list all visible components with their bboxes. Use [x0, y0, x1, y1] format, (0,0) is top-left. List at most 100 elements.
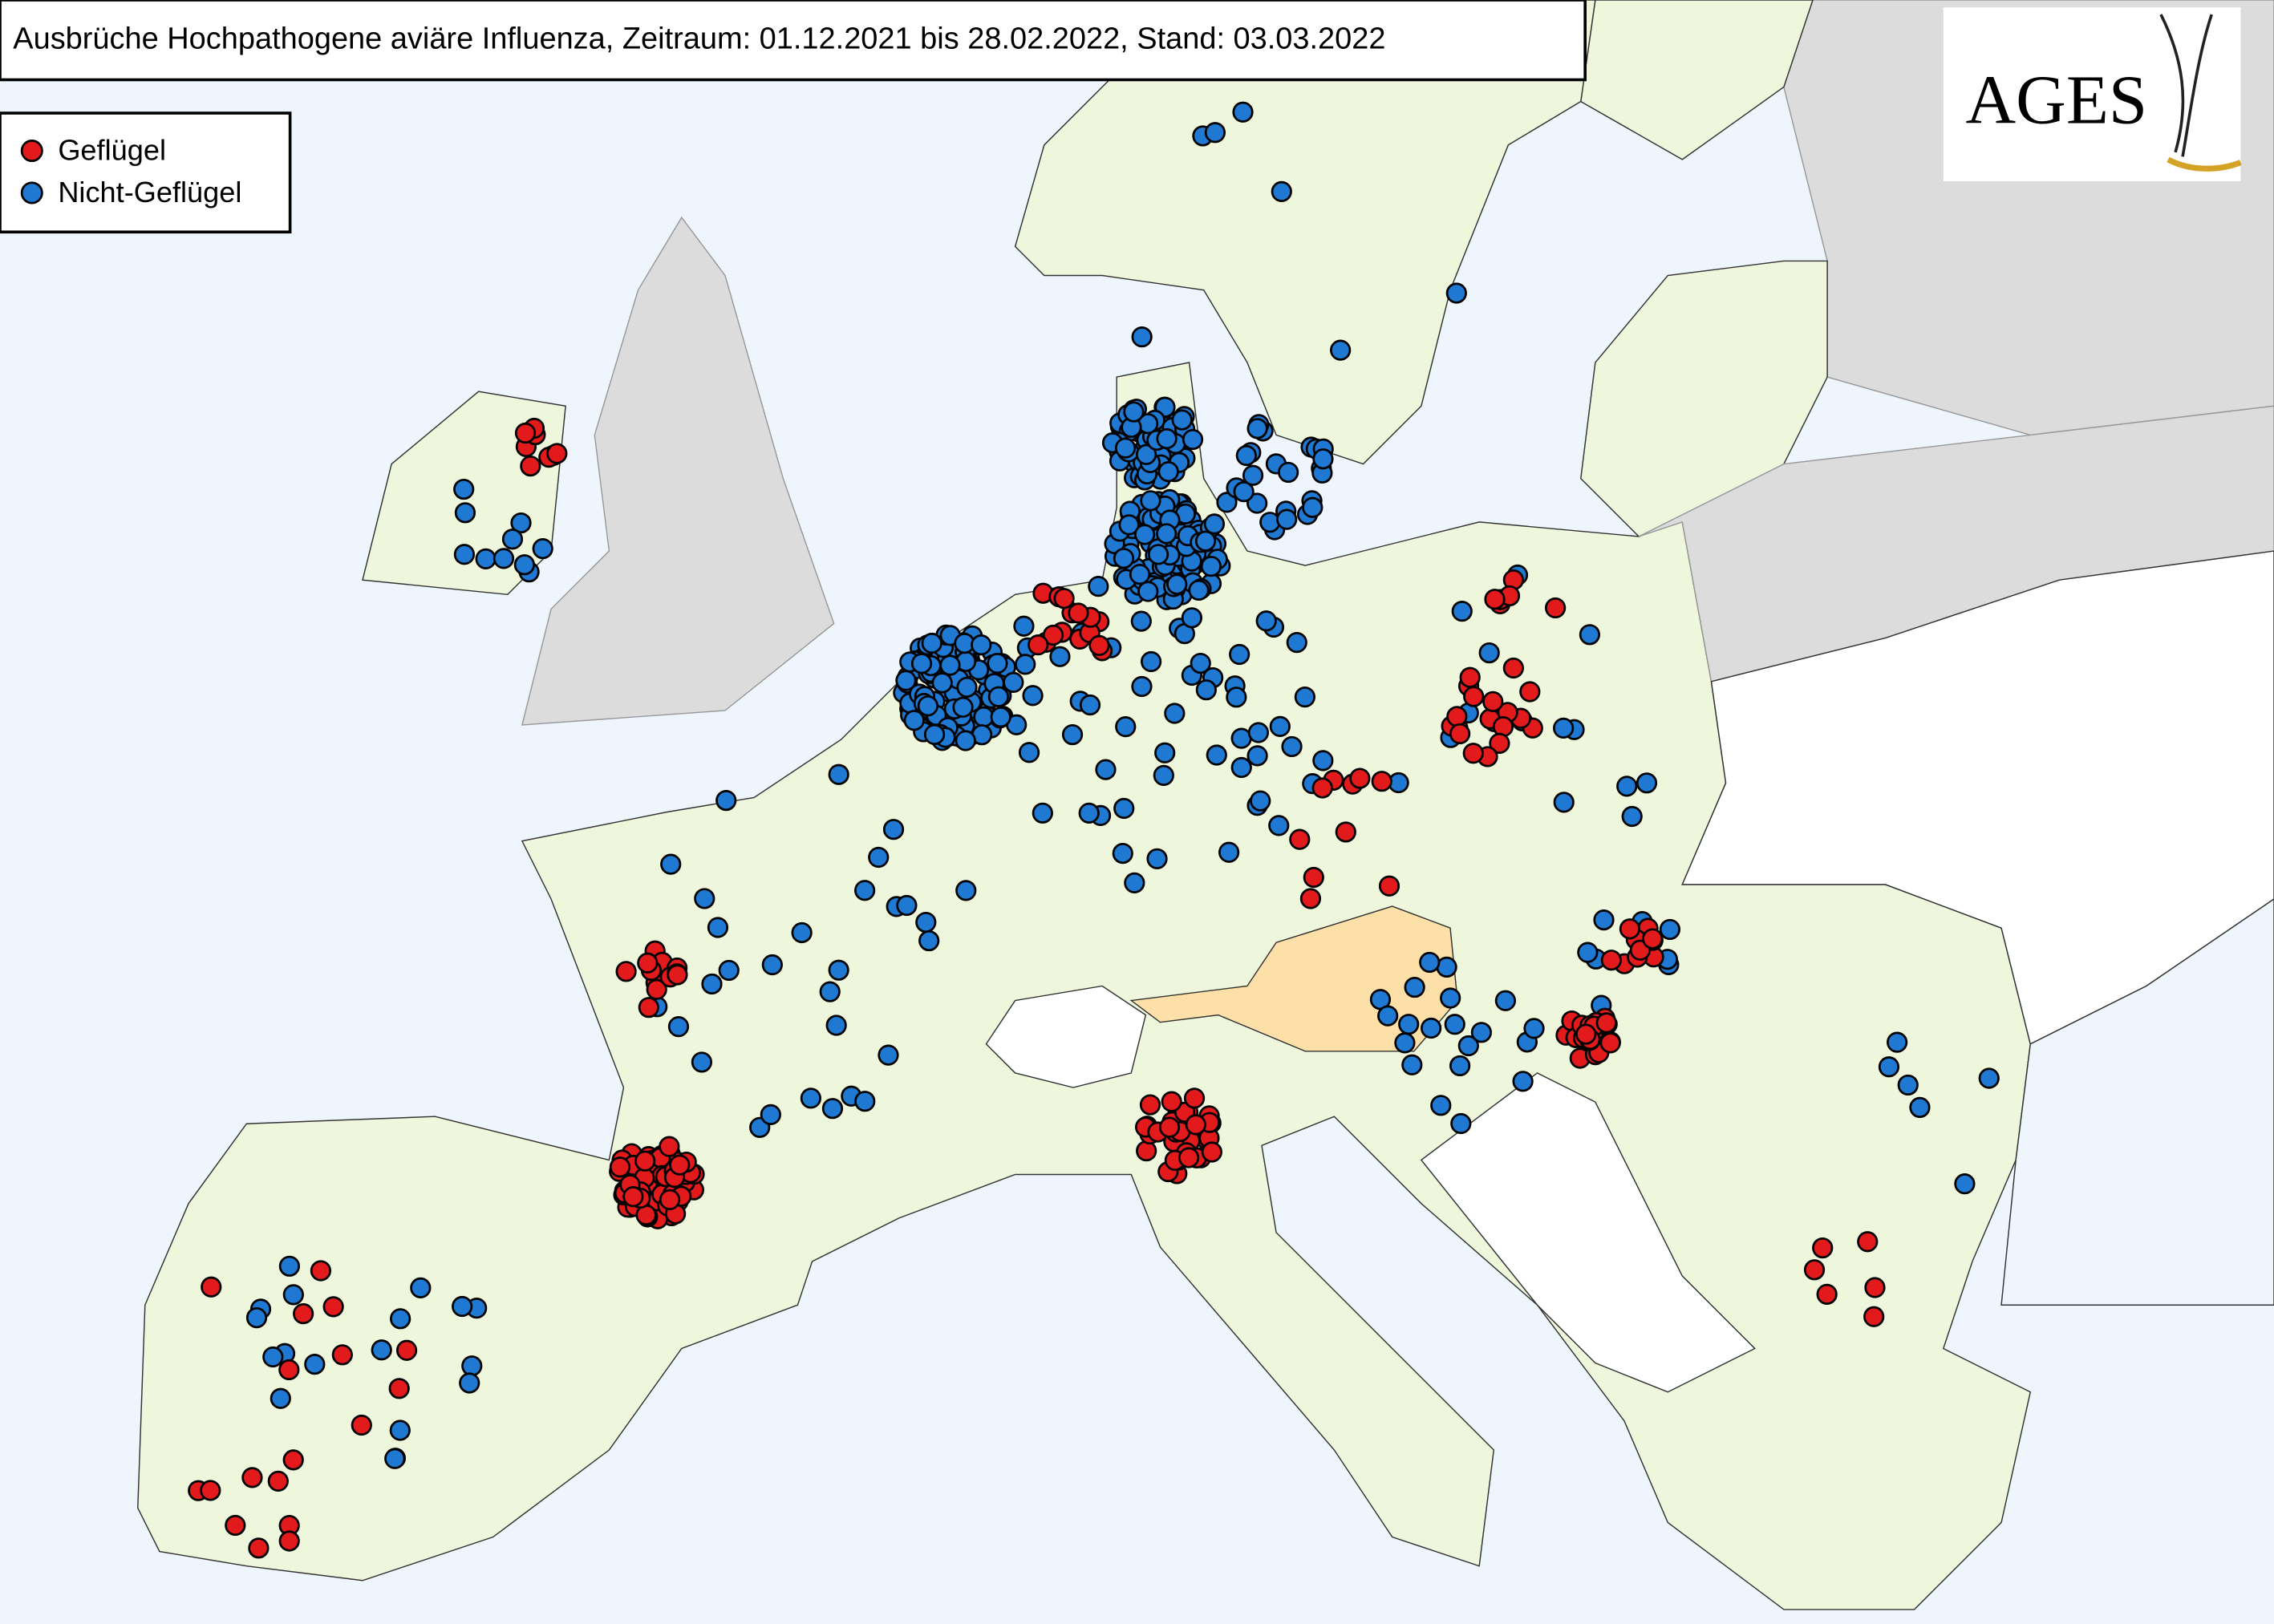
outbreak-point — [1130, 610, 1152, 632]
outbreak-point — [955, 880, 977, 901]
outbreak-point — [915, 911, 937, 933]
outbreak-point — [1088, 576, 1109, 597]
outbreak-point — [1049, 646, 1071, 667]
outbreak-point — [459, 1372, 480, 1394]
outbreak-point — [1419, 951, 1441, 974]
outbreak-point — [453, 544, 476, 565]
outbreak-point — [1642, 928, 1664, 950]
outbreak-point — [615, 961, 637, 982]
outbreak-point — [1068, 602, 1089, 624]
outbreak-point — [896, 894, 918, 917]
outbreak-point — [395, 1339, 418, 1361]
outbreak-point — [501, 529, 524, 550]
outbreak-point — [1230, 756, 1252, 779]
outbreak-point — [952, 696, 974, 718]
outbreak-point — [1204, 122, 1226, 144]
outbreak-point — [270, 1387, 291, 1409]
outbreak-point — [410, 1277, 432, 1298]
outbreak-point — [1246, 745, 1268, 767]
outbreak-point — [1131, 675, 1153, 698]
outbreak-point — [1146, 848, 1168, 869]
balkans — [1420, 1072, 1756, 1393]
outbreak-point — [956, 676, 978, 699]
outbreak-point — [694, 888, 715, 909]
outbreak-point — [931, 672, 953, 694]
outbreak-point — [278, 1359, 300, 1381]
outbreak-point — [660, 853, 682, 875]
outbreak-point — [637, 952, 659, 974]
outbreak-point — [1190, 652, 1211, 674]
outbreak-point — [1158, 1116, 1181, 1138]
outbreak-point — [546, 443, 568, 464]
outbreak-point — [1161, 1091, 1182, 1112]
outbreak-point — [1123, 401, 1145, 423]
outbreak-point — [453, 478, 475, 500]
outbreak-point — [939, 654, 961, 676]
outbreak-point — [1636, 772, 1658, 794]
outbreak-point — [791, 921, 813, 944]
outbreak-point — [1095, 759, 1117, 780]
outbreak-point — [1201, 1141, 1222, 1163]
outbreak-point — [1312, 448, 1334, 470]
outbreak-point — [1271, 180, 1292, 203]
outbreak-point — [510, 512, 532, 534]
outbreak-point — [1281, 735, 1303, 758]
outbreak-point — [1259, 512, 1281, 533]
outbreak-point — [1484, 589, 1506, 610]
outbreak-point — [1312, 750, 1334, 772]
outbreak-point — [513, 554, 535, 576]
black-sea — [2000, 898, 2274, 1306]
outbreak-point — [955, 730, 976, 751]
outbreak-point — [1446, 706, 1468, 727]
logo-box — [1943, 7, 2241, 182]
outbreak-point — [384, 1448, 406, 1469]
outbreak-point — [1247, 722, 1270, 743]
outbreak-point — [1621, 805, 1643, 828]
outbreak-point — [1136, 1140, 1157, 1162]
outbreak-point — [245, 1306, 268, 1329]
outbreak-point — [1553, 717, 1575, 739]
outbreak-point — [389, 1419, 411, 1441]
outbreak-point — [1195, 679, 1217, 701]
outbreak-point — [1595, 1012, 1617, 1034]
outbreak-point — [1553, 792, 1575, 813]
outbreak-point — [1440, 987, 1461, 1009]
outbreak-point — [1139, 1094, 1161, 1116]
outbreak-point — [1113, 548, 1135, 569]
outbreak-point — [1523, 1018, 1545, 1039]
outbreak-point — [825, 1014, 847, 1036]
outbreak-point — [1229, 643, 1250, 666]
outbreak-point — [248, 1537, 270, 1559]
outbreak-point — [1857, 1231, 1879, 1253]
outbreak-point — [659, 1136, 680, 1157]
outbreak-point — [1134, 524, 1156, 545]
outbreak-point — [903, 710, 925, 731]
outbreak-point — [1449, 1055, 1471, 1077]
outbreak-point — [1864, 1277, 1886, 1298]
outbreak-point — [659, 1189, 681, 1210]
outbreak-point — [1166, 573, 1188, 595]
outbreak-point — [1250, 790, 1271, 812]
outbreak-point — [1156, 427, 1178, 450]
outbreak-point — [987, 653, 1008, 674]
outbreak-point — [1053, 588, 1075, 610]
outbreak-point — [1218, 841, 1240, 863]
outbreak-point — [667, 964, 688, 986]
outbreak-point — [854, 880, 876, 901]
outbreak-point — [514, 422, 537, 444]
outbreak-point — [1003, 671, 1024, 694]
outbreak-point — [878, 1044, 899, 1066]
outbreak-point — [1349, 767, 1371, 789]
outbreak-point — [278, 1255, 300, 1277]
outbreak-point — [1269, 715, 1291, 737]
outbreak-point — [1022, 685, 1044, 707]
outbreak-point — [921, 632, 942, 654]
outbreak-point — [1445, 282, 1467, 304]
outbreak-point — [918, 929, 940, 952]
outbreak-point — [282, 1449, 304, 1471]
outbreak-point — [267, 1470, 289, 1492]
outbreak-point — [1335, 821, 1356, 843]
outbreak-point — [1593, 909, 1615, 931]
outbreak-point — [1478, 642, 1500, 664]
